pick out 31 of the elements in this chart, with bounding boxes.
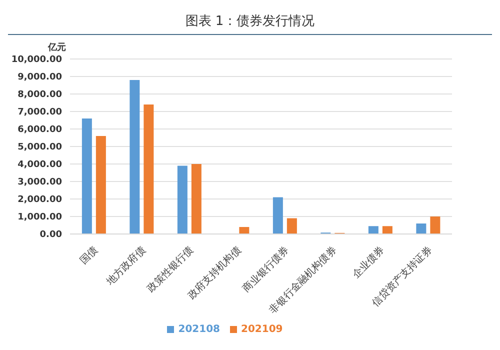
y-tick-label: 5,000.00 xyxy=(18,142,62,153)
y-tick-label: 7,000.00 xyxy=(18,108,62,118)
bar xyxy=(272,197,283,234)
legend-label: 202108 xyxy=(178,324,220,335)
legend-label: 202109 xyxy=(241,324,283,335)
y-tick-label: 2,000.00 xyxy=(18,195,62,206)
bar xyxy=(286,218,297,234)
bar xyxy=(368,226,378,234)
y-tick-label: 0.00 xyxy=(40,230,62,240)
bar xyxy=(177,166,188,234)
bar xyxy=(430,216,440,234)
x-tick-label: 地方政府债 xyxy=(103,244,148,288)
bar xyxy=(416,224,426,234)
bar xyxy=(239,227,250,234)
y-tick-label: 8,000.00 xyxy=(18,90,62,100)
bar xyxy=(82,118,92,234)
x-tick-label: 国债 xyxy=(78,244,100,267)
y-tick-label: 3,000.00 xyxy=(18,178,62,188)
x-tick-label: 企业债券 xyxy=(350,244,387,281)
bar xyxy=(382,226,392,234)
y-axis-title: 亿元 xyxy=(48,42,66,54)
y-tick-label: 6,000.00 xyxy=(18,125,62,136)
y-tick-label: 4,000.00 xyxy=(18,160,62,170)
y-tick-label: 1,000.00 xyxy=(18,212,62,223)
bar xyxy=(191,164,202,234)
chart-title: 图表 1：债券发行情况 xyxy=(8,8,492,35)
y-tick-label: 10,000.00 xyxy=(11,55,62,66)
bar xyxy=(144,104,154,234)
bar xyxy=(130,80,140,234)
y-tick-label: 9,000.00 xyxy=(18,72,62,83)
bar xyxy=(96,136,106,234)
